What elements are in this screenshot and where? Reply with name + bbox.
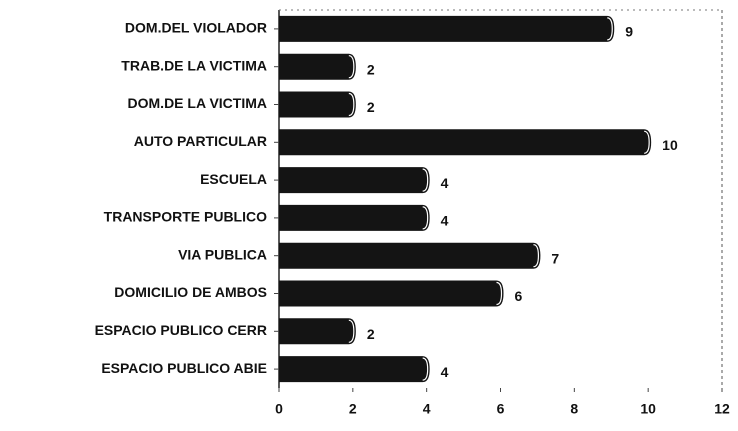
bar [279,53,356,80]
value-label: 4 [441,175,449,191]
bar [279,91,356,118]
y-tick-label: DOMICILIO DE AMBOS [114,284,267,300]
value-label: 9 [625,24,633,40]
x-tick-label: 0 [275,401,283,417]
bar [279,167,430,194]
x-tick-label: 4 [423,401,431,417]
value-label: 7 [551,250,559,266]
value-label: 2 [367,326,375,342]
y-tick-label: ESCUELA [200,171,267,187]
bar [279,242,541,269]
y-tick-label: DOM.DE LA VICTIMA [128,95,267,111]
value-label: 4 [441,213,449,229]
value-label: 4 [441,364,449,380]
bar-cap [348,55,355,79]
x-tick-label: 10 [640,401,656,417]
bar-cap [422,168,429,192]
bar-cap [644,130,650,154]
bar [279,280,504,307]
value-label: 6 [515,288,523,304]
bar-cap [422,206,429,230]
bar [279,129,652,156]
bar-cap [533,244,540,268]
y-tick-label: AUTO PARTICULAR [134,133,267,149]
y-tick-label: VIA PUBLICA [178,246,267,262]
y-tick-label: TRANSPORTE PUBLICO [104,209,267,225]
y-tick-label: ESPACIO PUBLICO CERR [95,322,267,338]
y-tick-label: ESPACIO PUBLICO ABIE [101,360,267,376]
bar [279,318,356,345]
bar-cap [348,92,355,117]
value-label: 2 [367,61,375,77]
x-tick-label: 8 [570,401,578,417]
x-tick-label: 6 [497,401,505,417]
y-tick-label: TRAB.DE LA VICTIMA [121,57,267,73]
x-tick-label: 2 [349,401,357,417]
bar [279,356,430,383]
y-tick-label: DOM.DEL VIOLADOR [125,20,267,36]
bar-cap [422,357,429,381]
x-tick-label: 12 [714,401,730,417]
bar-cap [496,281,503,306]
bar-cap [607,17,613,41]
value-label: 2 [367,99,375,115]
bar [279,15,615,42]
bar [279,204,430,231]
bar-cap [348,319,355,343]
value-label: 10 [662,137,678,153]
